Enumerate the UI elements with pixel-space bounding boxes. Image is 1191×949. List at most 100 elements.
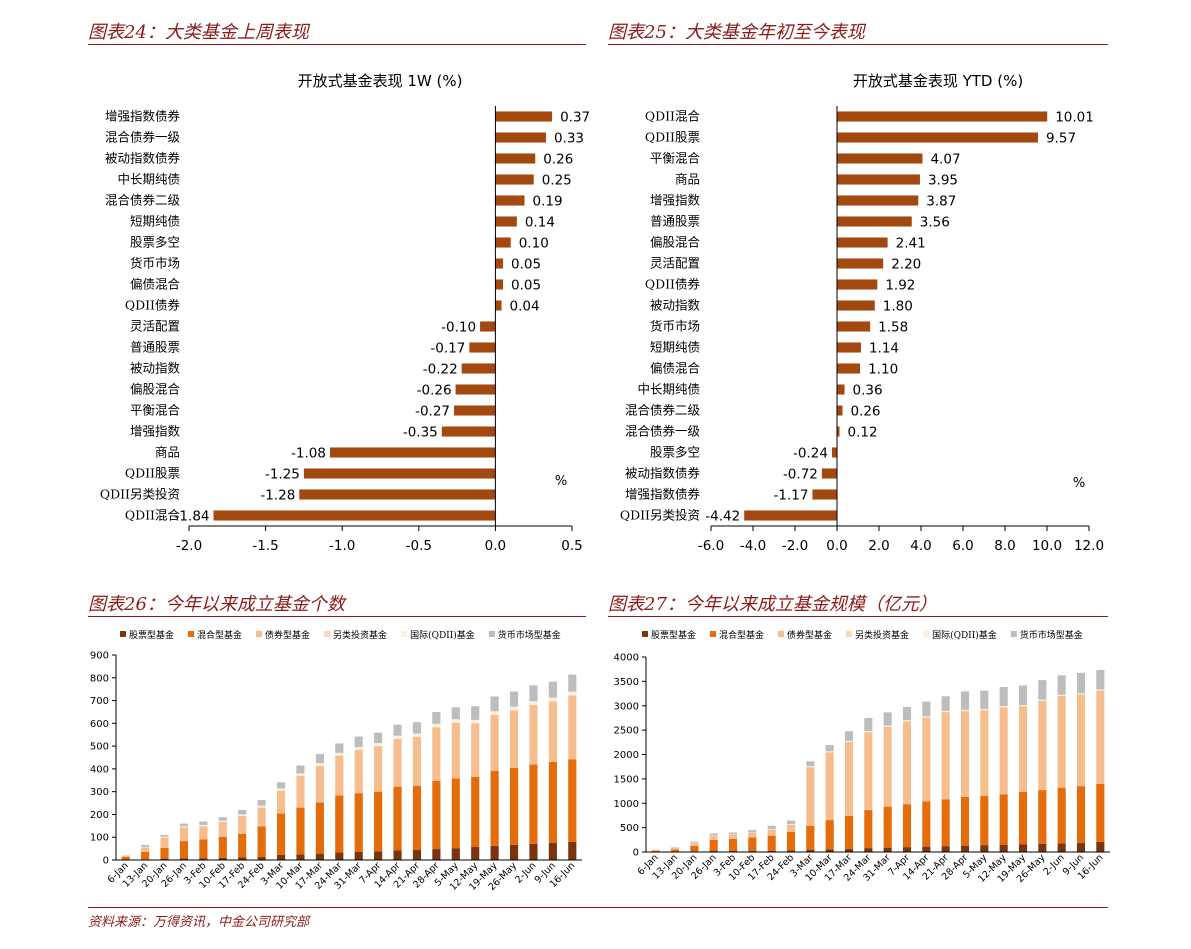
bar-13-series-0 (374, 851, 383, 860)
y-tick-label-6: 3000 (614, 701, 639, 712)
legend-swatch-3 (846, 631, 853, 637)
value-label-13: -0.26 (417, 383, 452, 399)
bar-19-series-4 (1018, 705, 1028, 707)
x-tick-label-2: -2.0 (782, 538, 808, 554)
legend-label-3: 另类投资基金 (855, 629, 909, 641)
bar-13-series-4 (374, 743, 383, 747)
bar-13-series-1 (374, 791, 383, 852)
legend-swatch-0 (120, 631, 126, 637)
bar-4-series-2 (199, 826, 208, 840)
bar-9-series-0 (296, 854, 305, 860)
bar-0 (495, 111, 553, 122)
bar-21-series-0 (1057, 843, 1066, 852)
bar-22-series-1 (548, 761, 557, 843)
bar-8 (495, 279, 504, 290)
category-label-10: 货币市场 (650, 319, 700, 334)
category-label-2: 平衡混合 (650, 151, 701, 166)
value-label-2: 4.07 (930, 152, 960, 168)
bar-20-series-2 (1038, 700, 1047, 791)
bar-16-series-0 (432, 849, 441, 860)
bar-23-series-1 (1096, 783, 1105, 842)
bar-0-series-2 (651, 849, 660, 851)
bar-5-series-4 (218, 820, 227, 822)
category-label-12: 被动指数 (130, 361, 181, 376)
category-label-6: 股票多空 (130, 235, 180, 250)
chart-title: 开放式基金表现 YTD (%) (853, 72, 1023, 90)
bar-12-series-1 (354, 793, 363, 853)
bar-1-series-1 (670, 849, 680, 852)
bar-23-series-2 (568, 695, 577, 760)
bar-9-series-2 (825, 752, 834, 821)
bar-8-series-0 (806, 850, 815, 852)
bar-17 (821, 468, 837, 479)
category-label-11: 普通股票 (130, 340, 180, 355)
bar-21-series-4 (1057, 694, 1066, 696)
legend-label-4: 国际(QDII)基金 (410, 629, 475, 641)
bar-6-series-5 (767, 825, 776, 830)
bar-8-series-5 (276, 782, 286, 789)
category-label-15: 增强指数 (130, 424, 181, 439)
bar-11-series-4 (335, 752, 344, 756)
bar-17-series-5 (451, 707, 460, 720)
bar-16-series-1 (960, 796, 970, 846)
bar-19 (744, 510, 837, 521)
bar-22-series-0 (548, 842, 557, 860)
bar-12-series-5 (883, 712, 892, 726)
value-label-5: 3.56 (920, 215, 950, 231)
source-note: 资料来源：万得资讯，中金公司研究部 (88, 915, 310, 930)
bar-11 (469, 342, 496, 353)
bar-11-series-5 (335, 743, 344, 753)
bar-15 (441, 426, 496, 437)
bar-19-series-5 (490, 696, 499, 712)
bar-16-series-2 (432, 727, 441, 781)
bar-4 (495, 195, 525, 206)
bar-23-series-4 (1096, 689, 1105, 691)
bar-3-series-4 (179, 826, 189, 828)
bar-14-series-1 (922, 801, 931, 847)
category-label-7: 货币市场 (130, 256, 180, 271)
bar-0-series-1 (651, 850, 660, 852)
bar-13-series-5 (374, 732, 383, 744)
bar-19-series-4 (490, 711, 499, 715)
y-tick-label-1: 500 (620, 823, 639, 834)
value-label-14: -0.27 (415, 404, 450, 420)
legend-swatch-1 (710, 631, 717, 637)
x-tick-label-3: 0.0 (826, 538, 847, 554)
value-label-16: -0.24 (793, 446, 828, 462)
bar-15-series-4 (412, 733, 422, 737)
bar-2-series-2 (690, 842, 699, 846)
bar-8-series-1 (806, 825, 815, 851)
category-label-9: 被动指数 (650, 298, 701, 313)
bar-17-series-5 (980, 690, 989, 709)
bar-2-series-5 (690, 841, 699, 843)
x-tick-label-2: -1.0 (329, 538, 355, 554)
bar-22-series-4 (548, 697, 557, 702)
bar-17-series-4 (980, 708, 989, 711)
bar-23-series-1 (568, 759, 577, 842)
bar-2-series-5 (160, 834, 169, 837)
y-tick-label-0: 0 (103, 856, 109, 867)
bar-20-series-0 (509, 844, 519, 860)
bar-15-series-5 (941, 696, 950, 711)
bar-21-series-1 (1057, 787, 1066, 844)
y-tick-label-5: 500 (90, 742, 109, 753)
y-tick-label-3: 300 (90, 787, 109, 798)
x-tick-label-5: 4.0 (910, 538, 931, 554)
bar-2-series-2 (160, 837, 169, 848)
bar-19 (213, 510, 496, 521)
bar-3-series-0 (179, 858, 189, 860)
category-label-14: 混合债券二级 (625, 403, 701, 418)
category-label-7: 灵活配置 (650, 256, 700, 271)
y-tick-label-4: 400 (90, 764, 109, 775)
bar-23-series-4 (568, 691, 577, 696)
category-label-9: QDII债券 (125, 298, 181, 313)
bar-5 (495, 216, 517, 227)
legend-swatch-4 (923, 631, 930, 637)
category-label-17: QDII股票 (125, 466, 180, 481)
chart-title: 开放式基金表现 1W (%) (298, 72, 463, 90)
bar-14-series-4 (393, 735, 402, 739)
bar-12-series-2 (883, 726, 892, 807)
value-label-7: 0.05 (511, 257, 541, 273)
bar-18-series-5 (999, 686, 1008, 706)
